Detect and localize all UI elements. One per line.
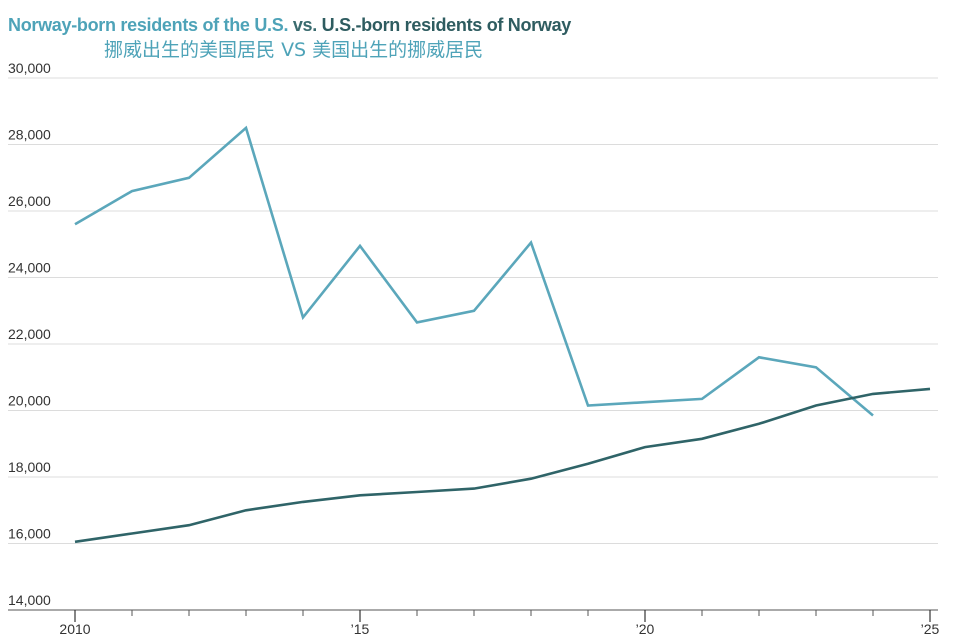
x-axis: 2010 ’15 ’20 ’25	[59, 610, 940, 637]
y-tick-label: 20,000	[8, 393, 51, 409]
title-us-born: U.S.-born residents of Norway	[321, 15, 572, 35]
y-axis-labels: 14,000 16,000 18,000 20,000 22,000 24,000 26,0…	[8, 60, 51, 608]
series-line-norway-born-in-us	[74, 125, 874, 417]
chart-title-block: Norway-born residents of the U.S. vs. U.…	[8, 14, 948, 64]
x-tick-label: 2010	[59, 621, 90, 637]
y-tick-label: 28,000	[8, 127, 51, 143]
subtitle-norway-born: 挪威出生的美国居民	[104, 39, 276, 61]
y-tick-label: 22,000	[8, 326, 51, 342]
y-tick-label: 16,000	[8, 526, 51, 542]
chart-title: Norway-born residents of the U.S. vs. U.…	[8, 14, 948, 36]
x-tick-label: ’20	[636, 621, 655, 637]
x-tick-label: ’25	[921, 621, 940, 637]
series-lines	[74, 125, 931, 544]
subtitle-vs: VS	[281, 39, 307, 61]
x-tick-label: ’15	[351, 621, 370, 637]
y-tick-label: 26,000	[8, 193, 51, 209]
series-line-us-born-in-norway	[74, 387, 931, 544]
y-tick-label: 14,000	[8, 592, 51, 608]
subtitle-us-born: 美国出生的挪威居民	[312, 39, 484, 61]
y-tick-label: 18,000	[8, 459, 51, 475]
title-vs: vs.	[292, 15, 317, 35]
y-tick-label: 24,000	[8, 260, 51, 276]
title-norway-born: Norway-born residents of the U.S.	[8, 15, 289, 35]
y-tick-label: 30,000	[8, 60, 51, 76]
chart-subtitle: 挪威出生的美国居民 VS 美国出生的挪威居民	[8, 36, 948, 64]
grid-lines	[8, 77, 938, 611]
